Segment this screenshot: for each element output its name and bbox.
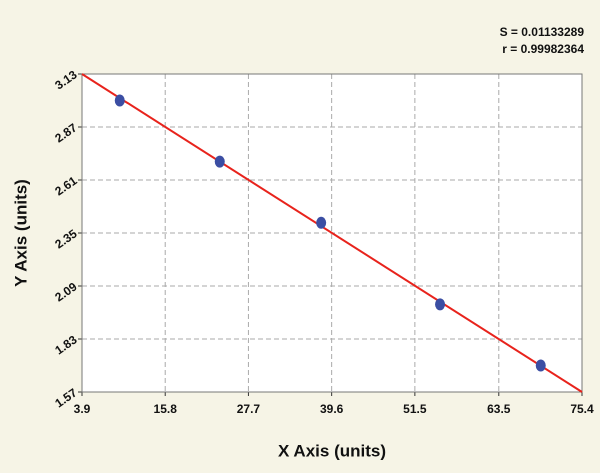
- data-point: [535, 359, 546, 372]
- annotation: r = 0.99982364: [502, 42, 584, 56]
- x-tick-label: 3.9: [74, 402, 91, 416]
- data-point: [435, 298, 446, 311]
- data-point: [114, 94, 125, 107]
- x-tick-label: 63.5: [487, 402, 511, 416]
- x-tick-label: 27.7: [237, 402, 261, 416]
- x-tick-label: 75.4: [570, 402, 594, 416]
- x-tick-label: 51.5: [403, 402, 427, 416]
- x-axis-title: X Axis (units): [278, 441, 386, 460]
- plot-border: [81, 73, 583, 393]
- fit-line: [81, 73, 583, 393]
- x-tick-label: 15.8: [154, 402, 178, 416]
- x-tick-label: 39.6: [320, 402, 344, 416]
- annotation: S = 0.01133289: [500, 25, 585, 39]
- data-point: [316, 216, 327, 229]
- y-axis-title: Y Axis (units): [11, 179, 30, 287]
- data-point: [214, 155, 225, 168]
